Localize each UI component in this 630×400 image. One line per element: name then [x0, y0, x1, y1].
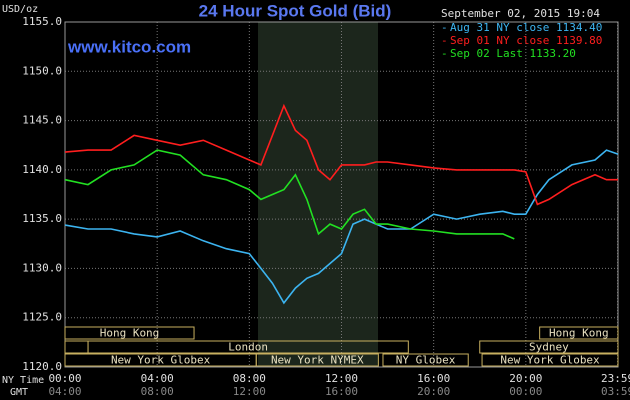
session-box	[255, 353, 379, 367]
session-box	[64, 326, 195, 340]
legend-label: Sep 01 NY close 1139.80	[450, 34, 602, 47]
legend-label: Sep 02 Last 1133.20	[450, 47, 576, 60]
y-tick-label: 1135.0	[22, 212, 62, 225]
plot-frame	[64, 21, 619, 368]
x-tick-label: 23:59	[601, 372, 630, 385]
session-box	[87, 340, 409, 354]
y-tick-label: 1130.0	[22, 261, 62, 274]
y-tick-label: 1120.0	[22, 360, 62, 373]
y-tick-label: 1140.0	[22, 163, 62, 176]
y-tick-label: 1145.0	[22, 114, 62, 127]
chart-title: 24 Hour Spot Gold (Bid)	[199, 1, 392, 20]
x-tick-label: 04:00	[141, 372, 174, 385]
legend-marker: -	[441, 34, 448, 47]
legend-marker: -	[441, 47, 448, 60]
timestamp: September 02, 2015 19:04	[441, 7, 600, 20]
x2-tick-label: 12:00	[233, 385, 266, 398]
session-box	[382, 353, 469, 367]
series-line	[64, 149, 515, 240]
x-axis-label: NY Time	[2, 375, 44, 386]
x-tick-label: 08:00	[233, 372, 266, 385]
y-tick-label: 1125.0	[22, 311, 62, 324]
x2-tick-label: 08:00	[141, 385, 174, 398]
session-box	[64, 340, 89, 354]
session-label: Hong Kong	[549, 327, 609, 340]
session-box	[539, 326, 619, 340]
y-tick-label: 1155.0	[22, 15, 62, 28]
legend-marker: -	[441, 21, 448, 34]
legend-label: Aug 31 NY close 1134.40	[450, 21, 602, 34]
watermark: www.kitco.com	[67, 37, 191, 56]
session-label: New York NYMEX	[271, 354, 364, 367]
x-tick-label: 16:00	[417, 372, 450, 385]
x-tick-label: 12:00	[325, 372, 358, 385]
x2-axis-label: GMT	[10, 387, 28, 398]
y-axis-label: USD/oz	[2, 4, 38, 15]
nymex-shade	[258, 22, 378, 367]
session-box	[479, 340, 619, 354]
session-label: NY Globex	[396, 354, 456, 367]
x2-tick-label: 03:59	[601, 385, 630, 398]
x2-tick-label: 20:00	[417, 385, 450, 398]
session-box	[481, 353, 619, 367]
series-line	[64, 103, 618, 206]
x2-tick-label: 04:00	[48, 385, 81, 398]
x2-tick-label: 00:00	[509, 385, 542, 398]
session-label: Hong Kong	[100, 327, 160, 340]
session-label: London	[228, 341, 268, 354]
session-label: New York Globex	[500, 354, 600, 367]
x-tick-label: 20:00	[509, 372, 542, 385]
x2-tick-label: 16:00	[325, 385, 358, 398]
x-tick-label: 00:00	[48, 372, 81, 385]
session-label: New York Globex	[111, 354, 211, 367]
session-label: Sydney	[529, 341, 569, 354]
y-tick-label: 1150.0	[22, 64, 62, 77]
series-line	[64, 149, 619, 305]
